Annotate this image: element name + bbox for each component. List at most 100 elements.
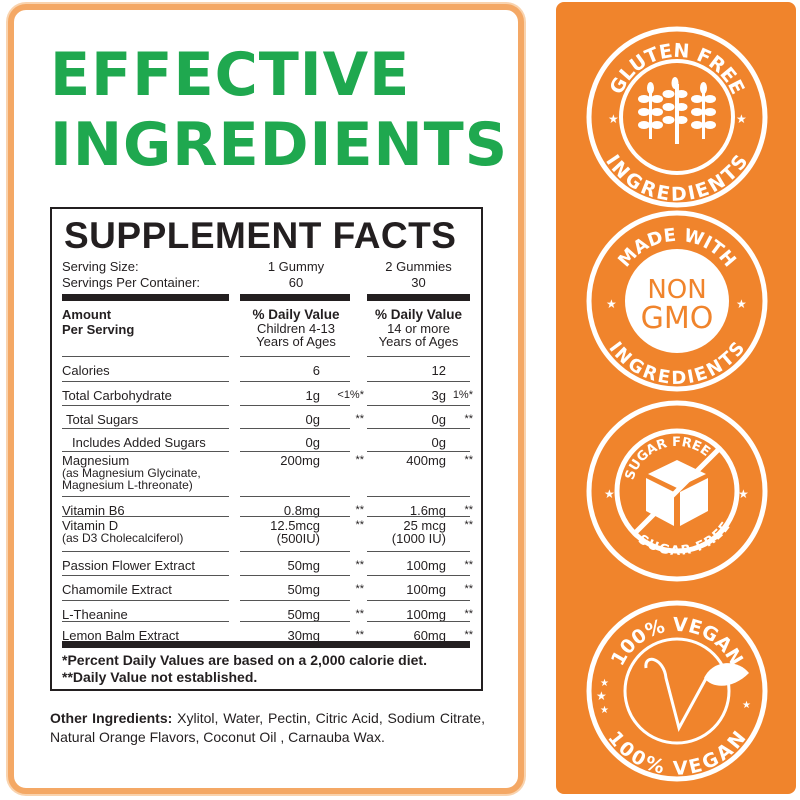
divider-bar: [62, 294, 229, 301]
badge-bottom-text: SUGAR FREE: [635, 520, 733, 559]
row-divider: [367, 405, 470, 406]
nutrient-label: Total Carbohydrate: [62, 388, 172, 403]
dv-col1: **: [355, 504, 364, 516]
amount-col1: 50mg: [242, 583, 320, 596]
amount-col1: 0g: [242, 413, 320, 426]
dv-col1: **: [355, 454, 364, 466]
row-divider: [367, 600, 470, 601]
divider-bar: [62, 641, 470, 648]
nutrient-name: Vitamin B6: [62, 504, 125, 517]
nutrient-name: Total Sugars: [66, 413, 138, 426]
amount-value: 50mg: [287, 607, 320, 622]
amount-value: 200mg: [280, 453, 320, 468]
facts-row: Vitamin D (as D3 Cholecalciferol) 12.5mcg(…: [62, 516, 473, 554]
amount-col2: 100mg: [368, 583, 446, 596]
svg-text:★: ★: [738, 487, 749, 501]
amount-col1: 1g: [242, 389, 320, 402]
amount-col1: 50mg: [242, 559, 320, 572]
amount-col1: 6: [242, 364, 320, 377]
serving-size-col2: 2 Gummies: [385, 259, 452, 274]
amount-value: 100mg: [406, 607, 446, 622]
facts-row: Total Carbohydrate 1g <1%* 3g 1%*: [62, 381, 473, 407]
row-divider: [367, 516, 470, 517]
amount-col2: 100mg: [368, 608, 446, 621]
supplement-facts-panel: SUPPLEMENT FACTS Serving Size: 1 Gummy 2…: [50, 207, 483, 691]
serving-size-col1: 1 Gummy: [267, 259, 325, 274]
svg-text:SUGAR FREE: SUGAR FREE: [635, 520, 733, 559]
row-divider: [367, 428, 470, 429]
dv-col2: **: [464, 559, 473, 571]
non-text: NON: [647, 275, 706, 305]
row-divider: [240, 551, 350, 552]
row-divider: [367, 575, 470, 576]
nutrient-name: Passion Flower Extract: [62, 559, 195, 572]
svg-text:★: ★: [736, 297, 747, 311]
row-divider: [62, 356, 229, 357]
amount-col2: 3g: [368, 389, 446, 402]
nutrient-name: Total Carbohydrate: [62, 389, 172, 402]
facts-title: SUPPLEMENT FACTS: [64, 215, 457, 256]
row-divider: [240, 428, 350, 429]
row-divider: [367, 381, 470, 382]
nutrient-sub: (as Magnesium Glycinate,: [62, 466, 201, 480]
headline-line1: EFFECTIVE: [50, 40, 411, 110]
amount-value: 400mg: [406, 453, 446, 468]
row-divider: [62, 600, 229, 601]
facts-row: Passion Flower Extract 50mg ** 100mg **: [62, 551, 473, 576]
facts-row: Magnesium (as Magnesium Glycinate, Magnesi…: [62, 451, 473, 499]
row-divider: [240, 451, 350, 452]
amount-header: Amount Per Serving: [62, 307, 134, 337]
sugar-cube-icon: [646, 460, 708, 526]
row-divider: [62, 405, 229, 406]
svg-text:★: ★: [600, 678, 609, 689]
amount-col1: 200mg: [242, 454, 320, 467]
col2-sub2: Years of Ages: [378, 334, 459, 349]
nutrient-label: Lemon Balm Extract: [62, 628, 180, 643]
dv-label: % Daily Value: [374, 307, 463, 322]
nutrient-name: Lemon Balm Extract: [62, 629, 179, 642]
svg-text:★: ★: [736, 112, 747, 126]
dv-col2: **: [464, 583, 473, 595]
amount-value: 25 mcg: [403, 518, 446, 533]
facts-row: Calories 6 12: [62, 356, 473, 381]
amount-col2: 0g: [368, 413, 446, 426]
dv-col2: **: [464, 629, 473, 641]
amount-col2: 400mg: [368, 454, 446, 467]
other-ingredients-text: Xylitol, Water, Pectin, Citric Acid, Sod…: [50, 710, 485, 745]
dv-col1: **: [355, 413, 364, 425]
amount-col1: 50mg: [242, 608, 320, 621]
badge-bottom-text: INGREDIENTS: [601, 151, 752, 206]
facts-row: Total Sugars 0g ** 0g **: [62, 405, 473, 430]
vegan-v-leaf-icon: [644, 657, 749, 733]
dv-col1: **: [355, 559, 364, 571]
svg-text:★: ★: [606, 297, 617, 311]
sugar-free-badge: SUGAR FREE SUGAR FREE ★ ★: [586, 400, 768, 582]
svg-text:INGREDIENTS: INGREDIENTS: [601, 151, 752, 206]
row-divider: [62, 621, 229, 622]
amount-col2: 25 mcg (1000 IU): [368, 519, 446, 545]
amount-col2: 0g: [368, 436, 446, 449]
dv-label: % Daily Value: [252, 307, 340, 322]
dv-col2: **: [464, 504, 473, 516]
wheat-icon: [638, 77, 716, 144]
row-divider: [62, 516, 229, 517]
amount-value: 50mg: [287, 558, 320, 573]
nutrient-label: Magnesium: [62, 453, 130, 468]
col1-sub2: Years of Ages: [256, 334, 336, 349]
row-divider: [240, 575, 350, 576]
amount-value: 0g: [305, 412, 320, 427]
nutrient-name: Includes Added Sugars: [72, 436, 206, 449]
other-ingredients-label: Other Ingredients:: [50, 710, 173, 726]
row-divider: [240, 356, 350, 357]
row-divider: [62, 496, 229, 497]
ingredients-card: [8, 4, 524, 794]
nutrient-label: Passion Flower Extract: [62, 558, 195, 573]
nutrient-name: L-Theanine: [62, 608, 128, 621]
row-divider: [367, 451, 470, 452]
serving-size-label: Serving Size:: [62, 259, 139, 274]
row-divider: [240, 496, 350, 497]
row-divider: [367, 356, 470, 357]
amount-value: 3g: [431, 388, 446, 403]
nutrient-label: Vitamin D: [62, 518, 119, 533]
svg-text:★: ★: [596, 689, 607, 703]
